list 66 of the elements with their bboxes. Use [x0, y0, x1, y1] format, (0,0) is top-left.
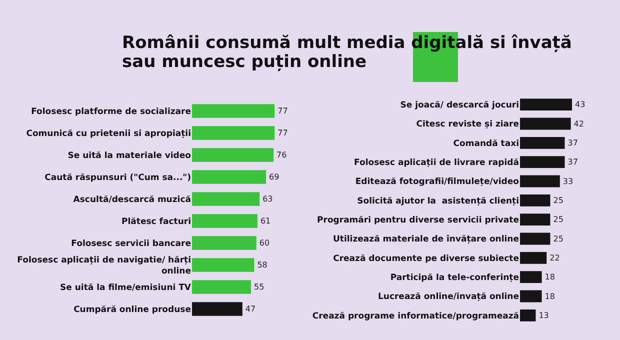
y-tick-label: Se joacă/ descarcă jocuri [400, 100, 520, 111]
data-label: 33 [562, 176, 574, 186]
bar [520, 136, 565, 149]
data-label: 63 [262, 194, 273, 204]
y-tick-label: Lucrează online/invață online [378, 292, 520, 302]
y-tick-label: Utilizează materiale de învățare online [333, 234, 520, 245]
data-label: 22 [550, 253, 560, 262]
y-tick-label: Se uită la filme/emisiuni TV [60, 282, 192, 293]
bar [192, 258, 254, 272]
data-label: 25 [553, 196, 564, 205]
y-tick-label: Folosesc aplicații de navigatie/ hărți online [17, 255, 192, 276]
y-tick-label: Programări pentru diverse servicii private [317, 216, 520, 226]
bar [520, 232, 550, 245]
y-tick-label: Folosesc servicii bancare [71, 238, 192, 249]
bar [192, 192, 260, 206]
bar [520, 252, 547, 264]
bar [520, 175, 560, 188]
data-label: 18 [544, 292, 555, 301]
bar [192, 104, 275, 118]
data-label: 76 [276, 150, 287, 160]
data-label: 77 [278, 106, 288, 116]
data-label: 47 [245, 304, 256, 314]
y-tick-label: Se uită la materiale video [68, 150, 192, 161]
y-tick-label: Editează fotografii/filmulețe/video [355, 177, 520, 188]
data-label: 61 [260, 216, 271, 226]
bar [520, 309, 536, 322]
y-tick-label: Caută răspunsuri ("Cum sa...") [44, 172, 192, 183]
y-tick-label: Comunică cu prietenii si apropiații [26, 128, 192, 139]
bar [192, 126, 275, 140]
data-label: 37 [568, 138, 578, 148]
bar [192, 302, 242, 316]
bar [192, 280, 252, 294]
data-label: 42 [574, 119, 584, 128]
bar [520, 214, 550, 226]
y-tick-label: Plătesc facturi [122, 216, 192, 227]
bar [520, 194, 550, 206]
data-label: 18 [544, 272, 555, 282]
bar [192, 236, 256, 250]
y-tick-label: Cumpără online produse [74, 304, 192, 315]
y-tick-label: Crează programe informatice/programează [312, 311, 520, 322]
bar [520, 98, 572, 111]
y-tick-label: Solicită ajutor la asistență clienți [357, 196, 520, 206]
bar [520, 118, 571, 130]
y-tick-label: Ascultă/descarcă muzică [73, 194, 192, 205]
data-label: 13 [538, 310, 549, 320]
data-label: 55 [254, 282, 264, 292]
y-tick-label: Comandă taxi [453, 138, 520, 149]
bar [520, 271, 542, 284]
y-tick-label: Folosesc platforme de socializare [31, 106, 192, 117]
data-label: 77 [278, 128, 288, 138]
bar [192, 214, 258, 228]
y-tick-label: Crează documente pe diverse subiecte [333, 254, 520, 264]
bar [192, 170, 266, 184]
data-label: 37 [568, 158, 578, 167]
bar [192, 148, 274, 162]
y-tick-label: Folosesc aplicații de livrare rapidă [354, 158, 520, 168]
y-tick-label: Participă la tele-conferințe [390, 273, 520, 284]
data-label: 60 [259, 238, 270, 248]
data-label: 58 [257, 260, 268, 270]
data-label: 69 [269, 172, 280, 182]
bar [520, 290, 542, 302]
data-label: 25 [553, 234, 564, 244]
data-label: 43 [575, 100, 586, 110]
bar [520, 156, 565, 168]
y-tick-label: Citesc reviste și ziare [416, 120, 520, 130]
data-label: 25 [553, 215, 564, 224]
